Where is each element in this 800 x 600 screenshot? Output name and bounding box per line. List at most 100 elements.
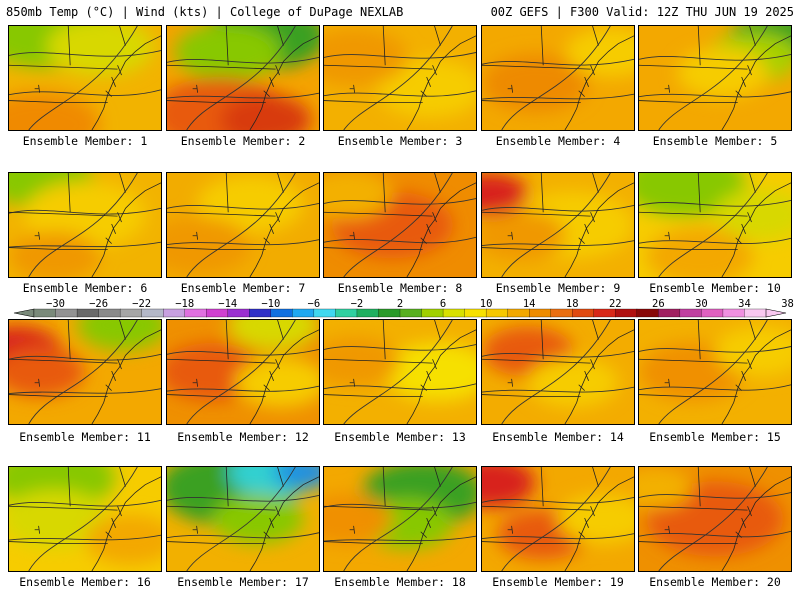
- ensemble-member-caption: Ensemble Member: 10: [649, 281, 781, 295]
- height-contours: [167, 26, 319, 130]
- colorbar-swatch: [249, 308, 272, 318]
- ensemble-member-caption: Ensemble Member: 7: [180, 281, 306, 295]
- ensemble-member-caption: Ensemble Member: 18: [334, 575, 466, 589]
- ensemble-map-panel: [481, 466, 635, 572]
- ensemble-map-panel: [323, 172, 477, 278]
- temperature-field-map: [639, 467, 791, 571]
- ensemble-member-caption: Ensemble Member: 9: [495, 281, 621, 295]
- ensemble-member-caption: Ensemble Member: 2: [180, 134, 306, 148]
- colorbar-swatch: [227, 308, 250, 318]
- height-contours: [167, 467, 319, 571]
- height-contours: [167, 320, 319, 424]
- ensemble-map-panel: [638, 25, 792, 131]
- height-contours: [324, 467, 476, 571]
- ensemble-map-panel: [481, 172, 635, 278]
- temperature-field-map: [9, 173, 161, 277]
- colorbar-tick-label: −26: [89, 298, 109, 310]
- colorbar-swatch: [529, 308, 552, 318]
- height-contours: [324, 173, 476, 277]
- ensemble-map-panel: [8, 319, 162, 425]
- temperature-field-map: [324, 320, 476, 424]
- coastline-borders: [482, 467, 634, 571]
- colorbar-tick-label: −30: [46, 298, 65, 310]
- colorbar-tick-label: −18: [175, 298, 195, 310]
- colorbar-swatch: [550, 308, 573, 318]
- colorbar-swatch: [701, 308, 724, 318]
- height-contours: [324, 320, 476, 424]
- temperature-field-map: [9, 320, 161, 424]
- colorbar-swatch: [141, 308, 164, 318]
- temperature-colorbar: [13, 308, 787, 318]
- colorbar-swatch: [593, 308, 616, 318]
- ensemble-member-caption: Ensemble Member: 13: [334, 430, 466, 444]
- colorbar-swatch: [119, 308, 143, 318]
- coastline-borders: [324, 173, 476, 277]
- coastline-borders: [9, 467, 161, 571]
- height-contours: [167, 173, 319, 277]
- colorbar-tick-label: 18: [565, 298, 579, 310]
- colorbar-swatch: [658, 308, 681, 318]
- coastline-borders: [9, 320, 161, 424]
- colorbar-tick-label: 14: [522, 298, 536, 310]
- coastline-borders: [167, 467, 319, 571]
- colorbar-swatch: [313, 308, 336, 318]
- colorbar-swatch: [464, 308, 487, 318]
- temperature-field-map: [482, 173, 634, 277]
- temperature-field-map: [324, 26, 476, 130]
- ensemble-member-caption: Ensemble Member: 20: [649, 575, 781, 589]
- ensemble-map-panel: [8, 172, 162, 278]
- colorbar-swatch: [184, 308, 207, 318]
- height-contours: [639, 173, 791, 277]
- ensemble-map-panel: [323, 25, 477, 131]
- colorbar-swatch: [76, 308, 100, 318]
- colorbar-swatch: [55, 308, 78, 318]
- ensemble-map-panel: [8, 25, 162, 131]
- colorbar-swatch: [98, 308, 121, 318]
- colorbar-swatch: [722, 308, 746, 318]
- coastline-borders: [324, 26, 476, 130]
- temperature-field-map: [482, 26, 634, 130]
- coastline-borders: [324, 467, 476, 571]
- colorbar-tick-label: −6: [307, 298, 321, 310]
- colorbar-tick-label: 10: [479, 298, 493, 310]
- temperature-field-map: [639, 26, 791, 130]
- coastline-borders: [167, 320, 319, 424]
- colorbar-tick-label: −22: [132, 298, 152, 310]
- ensemble-member-caption: Ensemble Member: 17: [177, 575, 309, 589]
- coastline-borders: [639, 320, 791, 424]
- ensemble-member-caption: Ensemble Member: 16: [19, 575, 151, 589]
- colorbar-swatch: [356, 308, 380, 318]
- colorbar-swatch: [572, 308, 595, 318]
- colorbar-tick-label: −14: [218, 298, 238, 310]
- ensemble-map-panel: [323, 319, 477, 425]
- height-contours: [9, 320, 161, 424]
- temperature-field-map: [9, 467, 161, 571]
- temperature-field-map: [167, 26, 319, 130]
- temperature-field-map: [167, 173, 319, 277]
- ensemble-map-panel: [481, 25, 635, 131]
- colorbar-swatch: [378, 308, 401, 318]
- colorbar-swatch: [33, 308, 57, 318]
- ensemble-map-panel: [8, 466, 162, 572]
- coastline-borders: [167, 173, 319, 277]
- coastline-borders: [167, 26, 319, 130]
- height-contours: [482, 467, 634, 571]
- ensemble-member-caption: Ensemble Member: 19: [492, 575, 624, 589]
- ensemble-member-caption: Ensemble Member: 4: [495, 134, 621, 148]
- colorbar-swatch: [270, 308, 293, 318]
- colorbar-swatch: [744, 308, 767, 318]
- coastline-borders: [639, 26, 791, 130]
- colorbar-swatch: [163, 308, 186, 318]
- coastline-borders: [324, 320, 476, 424]
- ensemble-map-panel: [638, 319, 792, 425]
- coastline-borders: [482, 320, 634, 424]
- temperature-field-map: [167, 320, 319, 424]
- ensemble-map-panel: [638, 466, 792, 572]
- ensemble-member-caption: Ensemble Member: 14: [492, 430, 624, 444]
- temperature-field-map: [324, 467, 476, 571]
- colorbar-tick-label: 2: [396, 298, 404, 310]
- temperature-field-map: [9, 26, 161, 130]
- ensemble-map-panel: [481, 319, 635, 425]
- temperature-field-map: [639, 173, 791, 277]
- colorbar-swatch: [507, 308, 530, 318]
